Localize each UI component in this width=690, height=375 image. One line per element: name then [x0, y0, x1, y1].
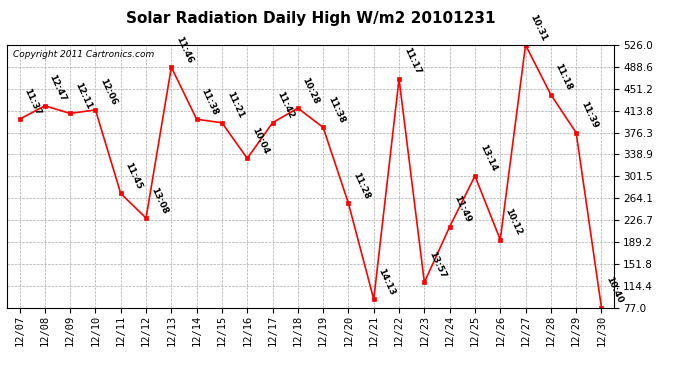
Text: 14:13: 14:13	[377, 267, 397, 297]
Text: 12:06: 12:06	[98, 78, 119, 107]
Text: 10:12: 10:12	[503, 207, 523, 237]
Text: 13:57: 13:57	[427, 250, 447, 280]
Text: 10:04: 10:04	[250, 126, 270, 156]
Text: 10:28: 10:28	[301, 76, 321, 105]
Text: Solar Radiation Daily High W/m2 20101231: Solar Radiation Daily High W/m2 20101231	[126, 11, 495, 26]
Text: 11:37: 11:37	[22, 87, 43, 117]
Text: 11:45: 11:45	[124, 161, 144, 191]
Text: 11:21: 11:21	[225, 90, 245, 120]
Text: 13:08: 13:08	[149, 186, 169, 215]
Text: 12:11: 12:11	[73, 81, 93, 111]
Text: 11:18: 11:18	[553, 62, 574, 92]
Text: 11:38: 11:38	[326, 95, 346, 124]
Text: 10:31: 10:31	[529, 13, 549, 42]
Text: 10:40: 10:40	[604, 275, 624, 305]
Text: 11:28: 11:28	[351, 171, 371, 201]
Text: 13:14: 13:14	[477, 143, 498, 173]
Text: 11:49: 11:49	[453, 194, 473, 224]
Text: 11:38: 11:38	[199, 87, 219, 117]
Text: 11:17: 11:17	[402, 46, 422, 76]
Text: Copyright 2011 Cartronics.com: Copyright 2011 Cartronics.com	[13, 50, 155, 59]
Text: 11:39: 11:39	[579, 100, 599, 130]
Text: 12:47: 12:47	[48, 73, 68, 103]
Text: 11:46: 11:46	[174, 34, 195, 64]
Text: 11:42: 11:42	[275, 90, 295, 120]
